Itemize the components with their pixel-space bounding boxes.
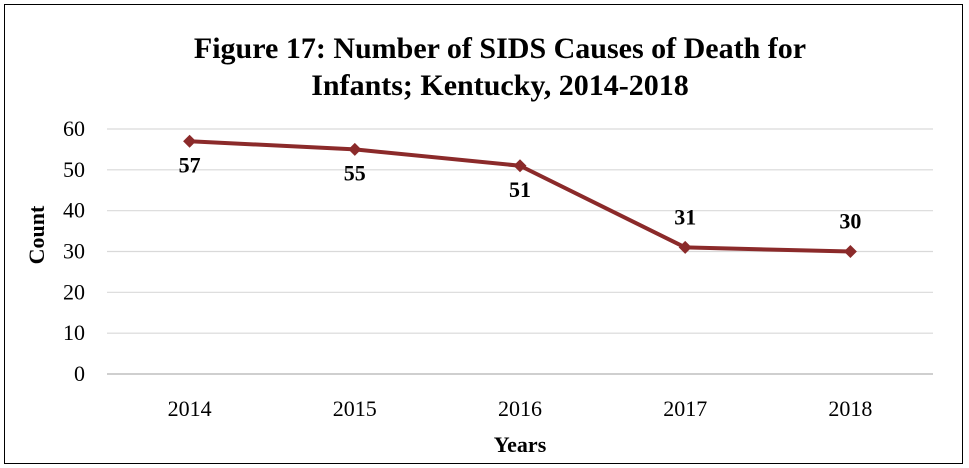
data-point-marker [513, 159, 527, 173]
x-tick-label: 2016 [498, 396, 542, 421]
y-tick-label: 0 [74, 361, 85, 386]
data-markers [183, 134, 857, 258]
data-label: 31 [674, 204, 696, 229]
chart-title-line-1: Figure 17: Number of SIDS Causes of Deat… [194, 32, 806, 65]
y-tick-label: 20 [63, 279, 85, 304]
data-point-marker [183, 134, 197, 148]
chart-frame [4, 4, 963, 464]
y-tick-label: 50 [63, 157, 85, 182]
x-tick-label: 2015 [333, 396, 377, 421]
y-axis-ticks: 0 10 20 30 40 50 60 [63, 116, 85, 386]
data-labels: 57 55 51 31 30 [179, 152, 862, 233]
y-tick-label: 60 [63, 116, 85, 141]
data-label: 55 [344, 160, 366, 185]
data-point-marker [843, 245, 857, 258]
y-tick-label: 10 [63, 320, 85, 345]
data-point-marker [348, 142, 362, 156]
y-tick-label: 30 [63, 239, 85, 264]
data-label: 51 [509, 177, 531, 202]
x-axis-title: Years [494, 432, 547, 457]
data-point-marker [678, 240, 692, 254]
y-axis-title: Count [24, 205, 49, 264]
data-label: 57 [179, 152, 201, 177]
data-label: 30 [839, 209, 861, 234]
x-tick-label: 2014 [168, 396, 212, 421]
chart-title-line-2: Infants; Kentucky, 2014-2018 [311, 69, 689, 102]
x-tick-label: 2017 [663, 396, 707, 421]
x-axis-ticks: 2014 2015 2016 2017 2018 [168, 396, 873, 421]
y-tick-label: 40 [63, 198, 85, 223]
x-tick-label: 2018 [828, 396, 872, 421]
